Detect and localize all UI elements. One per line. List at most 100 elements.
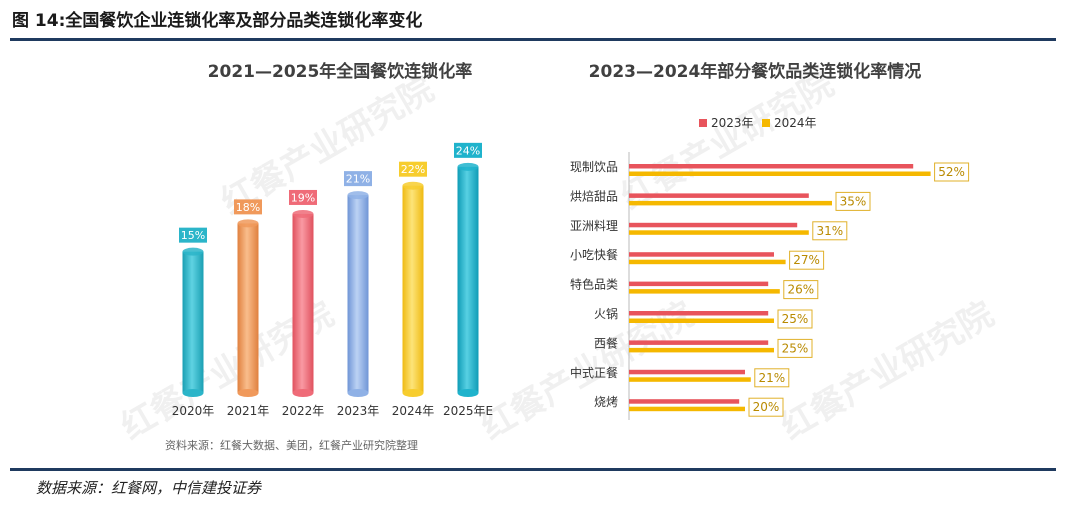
legend: 2023年 2024年 xyxy=(699,116,817,130)
hbar-5-1 xyxy=(629,318,774,323)
hbar-3-0 xyxy=(629,252,774,257)
hbar-1-1 xyxy=(629,200,832,206)
hbar-row-1: 烘焙甜品 35% xyxy=(570,188,871,211)
hbar-value-label-4: 26% xyxy=(787,283,814,297)
hbar-0-1 xyxy=(629,171,931,176)
hbar-value-box-2 xyxy=(812,221,848,241)
bar-cap-2 xyxy=(292,209,314,218)
bar-cap-5 xyxy=(457,162,479,171)
x-tick-label-2: 2022年 xyxy=(282,404,325,418)
hbar-row-5: 火锅 25% xyxy=(594,306,813,329)
bar-1: 18% 2021年 xyxy=(227,199,270,418)
legend-label-2024: 2024年 xyxy=(774,116,817,130)
hbar-value-label-2: 31% xyxy=(816,224,843,238)
hbar-4-1 xyxy=(629,289,780,294)
bar-value-badge-0 xyxy=(179,227,207,243)
bar-value-label-5: 24% xyxy=(456,144,480,157)
bar-value-badge-5 xyxy=(454,142,482,158)
bar-cap-4 xyxy=(402,181,424,190)
hbar-row-4: 特色品类 26% xyxy=(570,277,819,300)
hbar-row-7: 中式正餐 21% xyxy=(570,365,790,388)
x-tick-label-3: 2023年 xyxy=(337,404,380,418)
bar-base-0 xyxy=(182,389,204,397)
bar-base-1 xyxy=(237,389,259,397)
hbar-row-6: 西餐 25% xyxy=(594,335,813,358)
x-tick-label-1: 2021年 xyxy=(227,404,270,418)
y-tick-label-4: 特色品类 xyxy=(570,277,618,292)
hbar-1-0 xyxy=(629,193,809,198)
hbar-value-label-1: 35% xyxy=(840,194,867,208)
bar-0: 15% 2020年 xyxy=(172,227,215,418)
left-chart-title: 2021—2025年全国餐饮连锁化率 xyxy=(208,61,473,82)
y-tick-label-1: 烘焙甜品 xyxy=(570,188,618,203)
hbar-2-1 xyxy=(629,230,809,235)
hbar-row-3: 小吃快餐 27% xyxy=(570,247,825,270)
bar-body-1 xyxy=(237,223,259,393)
hbar-value-box-8 xyxy=(748,397,784,417)
bottom-rule xyxy=(10,468,1056,471)
legend-label-2023: 2023年 xyxy=(711,116,754,130)
y-tick-label-0: 现制饮品 xyxy=(570,160,618,174)
x-tick-label-0: 2020年 xyxy=(172,404,215,418)
bar-body-0 xyxy=(182,251,204,393)
bar-value-badge-1 xyxy=(234,199,262,215)
hbar-value-box-5 xyxy=(777,309,813,329)
figure-title: 图 14:全国餐饮企业连锁化率及部分品类连锁化率变化 xyxy=(12,11,423,31)
bar-body-5 xyxy=(457,166,479,393)
hbar-value-box-4 xyxy=(783,280,819,300)
x-tick-label-5: 2025年E xyxy=(443,404,493,418)
hbar-value-box-7 xyxy=(754,368,790,388)
bar-base-5 xyxy=(457,389,479,397)
bar-cap-1 xyxy=(237,219,259,228)
bar-value-label-4: 22% xyxy=(401,163,425,176)
bar-value-badge-4 xyxy=(399,161,427,177)
bar-body-3 xyxy=(347,195,369,393)
bar-body-2 xyxy=(292,213,314,393)
hbar-7-0 xyxy=(629,369,745,375)
bar-cap-3 xyxy=(347,191,369,200)
bar-5: 24% 2025年E xyxy=(443,142,493,418)
left-chart-note: 资料来源：红餐大数据、美团，红餐产业研究院整理 xyxy=(165,438,418,452)
bar-body-4 xyxy=(402,185,424,393)
bar-value-badge-2 xyxy=(289,189,317,205)
bar-3: 21% 2023年 xyxy=(337,171,380,418)
bar-base-4 xyxy=(402,389,424,397)
left-chart: 2021—2025年全国餐饮连锁化率 15% 2020年 18% 2021年 19% 20… xyxy=(165,61,493,452)
hbar-4-0 xyxy=(629,281,769,287)
y-tick-label-5: 火锅 xyxy=(594,306,618,321)
bar-value-label-3: 21% xyxy=(346,173,370,186)
hbar-value-box-0 xyxy=(934,162,970,182)
y-tick-label-7: 中式正餐 xyxy=(570,365,618,380)
top-rule xyxy=(10,38,1056,41)
hbar-value-box-6 xyxy=(777,338,813,358)
hbar-value-label-5: 25% xyxy=(782,312,809,326)
hbar-value-box-3 xyxy=(789,250,825,270)
bar-cap-0 xyxy=(182,247,204,256)
hbar-3-1 xyxy=(629,259,786,265)
bar-value-label-0: 15% xyxy=(181,229,205,242)
bar-value-label-2: 19% xyxy=(291,191,315,204)
hbar-7-1 xyxy=(629,377,751,382)
hbar-8-0 xyxy=(629,399,740,404)
hbar-value-label-7: 21% xyxy=(758,371,785,385)
bar-base-2 xyxy=(292,389,314,397)
hbar-2-0 xyxy=(629,222,798,228)
bar-value-badge-3 xyxy=(344,171,372,187)
bar-base-3 xyxy=(347,389,369,397)
y-tick-label-8: 烧烤 xyxy=(594,394,618,409)
hbar-row-2: 亚洲料理 31% xyxy=(570,219,848,241)
y-tick-label-2: 亚洲料理 xyxy=(570,219,618,233)
legend-swatch-2024 xyxy=(762,119,770,127)
y-tick-label-3: 小吃快餐 xyxy=(570,247,618,262)
hbar-6-1 xyxy=(629,347,774,353)
hbar-value-label-8: 20% xyxy=(753,400,780,414)
hbar-row-8: 烧烤 20% xyxy=(594,394,784,417)
y-tick-label-6: 西餐 xyxy=(594,335,618,350)
right-chart: 2023—2024年部分餐饮品类连锁化率情况 2023年 2024年 现制饮品 5… xyxy=(570,61,970,420)
bar-value-label-1: 18% xyxy=(236,201,260,214)
source-note: 数据来源：红餐网，中信建投证券 xyxy=(36,479,262,497)
hbar-5-0 xyxy=(629,311,769,316)
hbar-8-1 xyxy=(629,406,745,412)
hbar-0-0 xyxy=(629,164,914,169)
